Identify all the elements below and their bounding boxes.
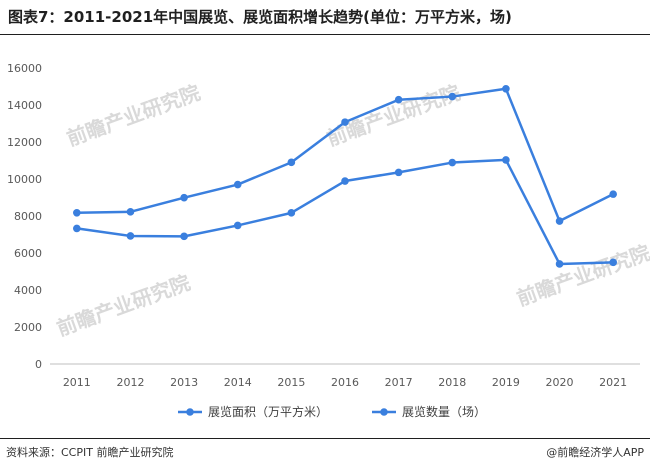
data-point-series-2: [394, 168, 403, 177]
x-tick-label: 2013: [170, 376, 198, 389]
data-point-series-1: [502, 84, 510, 93]
data-point-series-1: [341, 118, 349, 126]
y-tick-label: 6000: [14, 247, 42, 260]
data-point-series-2: [126, 232, 135, 240]
data-point-series-2: [609, 258, 617, 267]
x-tick-label: 2020: [546, 376, 574, 389]
watermark-text: 前瞻产业研究院: [324, 80, 464, 150]
legend-label-2: 展览数量（场）: [402, 404, 486, 419]
x-tick-label: 2021: [599, 376, 627, 389]
y-tick-label: 0: [35, 358, 42, 371]
data-point-series-1: [448, 92, 457, 101]
x-tick-label: 2012: [116, 376, 144, 389]
x-tick-label: 2018: [438, 376, 466, 389]
x-tick-label: 2017: [385, 376, 413, 389]
data-point-series-1: [233, 180, 242, 189]
series-line-2: [76, 158, 614, 266]
data-point-series-1: [73, 208, 81, 217]
data-point-series-1: [287, 158, 296, 167]
y-tick-label: 12000: [7, 136, 42, 149]
footer-divider: [0, 438, 650, 439]
legend-label-1: 展览面积（万平方米）: [208, 404, 328, 419]
data-point-series-1: [609, 190, 617, 198]
y-tick-label: 10000: [7, 173, 42, 186]
data-point-series-1: [180, 193, 188, 202]
data-point-series-2: [341, 177, 349, 185]
y-tick-label: 4000: [14, 284, 42, 297]
y-tick-label: 14000: [7, 99, 42, 112]
chart-title: 图表7：2011-2021年中国展览、展览面积增长趋势(单位：万平方米，场): [8, 8, 512, 26]
data-point-series-2: [233, 221, 242, 230]
title-divider: [0, 34, 650, 35]
data-point-series-1: [555, 217, 564, 225]
data-point-series-2: [502, 156, 510, 164]
x-tick-label: 2016: [331, 376, 359, 389]
x-tick-label: 2015: [277, 376, 305, 389]
data-point-series-2: [73, 224, 81, 233]
source-note: 资料来源：CCPIT 前瞻产业研究院: [6, 446, 174, 459]
data-point-series-1: [394, 95, 403, 104]
legend-marker-2: [380, 408, 388, 416]
watermark-text: 前瞻产业研究院: [64, 80, 204, 150]
x-tick-label: 2019: [492, 376, 520, 389]
data-point-series-2: [180, 232, 188, 241]
watermark-text: 前瞻产业研究院: [514, 240, 650, 310]
data-point-series-2: [287, 209, 296, 217]
y-tick-label: 16000: [7, 62, 42, 75]
data-point-series-2: [448, 158, 457, 167]
y-tick-label: 8000: [14, 210, 42, 223]
legend-marker-1: [186, 408, 194, 416]
y-tick-label: 2000: [14, 321, 42, 334]
series-lines: [73, 84, 617, 268]
legend: 展览面积（万平方米） 展览数量（场）: [178, 404, 486, 419]
data-point-series-2: [555, 260, 564, 268]
x-tick-label: 2011: [63, 376, 91, 389]
x-tick-label: 2014: [224, 376, 252, 389]
axes: 0 2000 4000 6000 8000 10000 12000 14000 16000 201…: [7, 62, 640, 389]
brand-label: @前瞻经济学人APP: [546, 446, 644, 459]
watermark-text: 前瞻产业研究院: [54, 270, 194, 340]
data-point-series-1: [126, 208, 135, 216]
